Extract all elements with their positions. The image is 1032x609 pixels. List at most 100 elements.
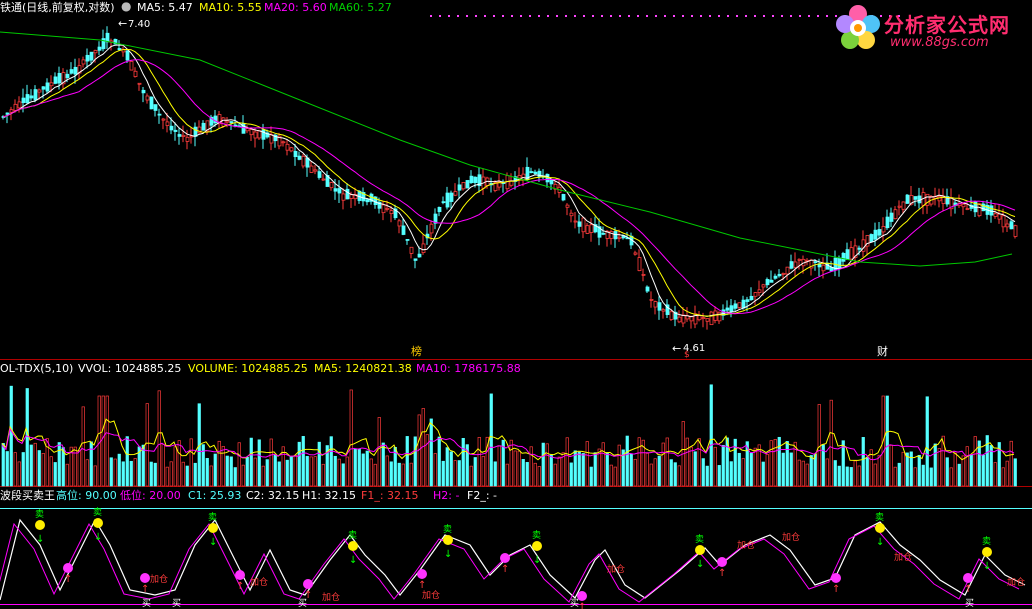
candle-body	[433, 213, 438, 224]
event-marker-dollar[interactable]: $	[684, 350, 690, 360]
volume-bar	[213, 453, 217, 487]
volume-bar	[673, 462, 677, 487]
marker-dot	[898, 15, 900, 17]
volume-bar	[917, 454, 921, 487]
volume-bar	[865, 457, 869, 487]
volume-bar	[153, 462, 157, 487]
volume-bar	[457, 460, 461, 487]
marker-dot	[628, 15, 630, 17]
volume-bar	[257, 439, 261, 487]
volume-bar	[833, 460, 837, 487]
volume-bar	[385, 455, 389, 487]
candle-body	[73, 66, 78, 75]
sell-label: 卖	[532, 530, 541, 541]
volume-bar	[93, 465, 97, 487]
volume-bar	[597, 448, 601, 487]
candle-body	[93, 50, 98, 54]
volume-bar	[853, 460, 857, 487]
candle-body	[657, 302, 662, 311]
volume-bar	[485, 436, 489, 487]
volume-bar	[425, 434, 429, 487]
site-logo[interactable]: 分析家公式网 www.88gs.com	[832, 2, 1032, 54]
candle-body	[677, 316, 682, 323]
volume-bar	[745, 441, 749, 487]
candle-body	[729, 305, 734, 313]
flower-logo-icon	[836, 5, 880, 49]
volume-bar	[297, 441, 301, 487]
volume-bar	[381, 442, 385, 487]
volume-bar	[233, 467, 237, 487]
volume-bar	[789, 452, 793, 487]
volume-bar	[481, 456, 485, 487]
sell-signal-dot	[695, 545, 705, 555]
add-position-label: 加仓	[782, 531, 800, 543]
volume-bar	[537, 466, 541, 487]
volume-bar	[593, 452, 597, 487]
candle-body	[989, 205, 994, 216]
candle-body	[141, 89, 146, 94]
candle-body	[993, 213, 998, 217]
candle-body	[889, 212, 894, 222]
volume-bar	[633, 458, 637, 487]
marker-dot	[502, 15, 504, 17]
event-marker-bang[interactable]: 榜	[411, 345, 422, 358]
sell-arrow-icon: ↓	[209, 537, 217, 548]
candle-body	[249, 129, 254, 136]
candle-body	[385, 208, 390, 210]
marker-dot	[529, 15, 531, 17]
volume-bar	[705, 465, 709, 487]
volume-bar	[497, 445, 501, 487]
volume-bar	[829, 399, 833, 487]
candle-body	[997, 213, 1002, 220]
ma60-line	[0, 31, 1013, 267]
marker-dot	[709, 15, 711, 17]
volume-bar	[517, 450, 521, 487]
volume-bar	[749, 452, 753, 487]
volume-ma5-readout: MA5: 1240821.38	[314, 362, 412, 375]
volume-bar	[285, 459, 289, 487]
candle-body	[701, 317, 706, 319]
marker-dot	[475, 15, 477, 17]
volume-bar	[325, 445, 329, 487]
candle-body	[421, 243, 426, 253]
candle-body	[589, 224, 594, 233]
candle-body	[105, 32, 110, 43]
volume-bar	[877, 454, 881, 487]
candle-body	[545, 173, 550, 183]
signal-indicator-name: 波段买卖王	[0, 489, 55, 502]
buy-signal-dot	[417, 569, 427, 579]
sell-arrow-icon: ↓	[696, 559, 704, 570]
candle-body	[697, 315, 702, 321]
high-price-label: 7.40	[128, 19, 151, 30]
candle-body	[473, 176, 478, 183]
volume-bar	[433, 453, 437, 487]
volume-bar	[57, 442, 61, 487]
volume-bar	[145, 403, 149, 487]
volume-bar	[521, 459, 525, 487]
candle-body	[613, 231, 618, 240]
volume-bar	[525, 462, 529, 487]
volume-bar	[513, 450, 517, 487]
volume-bar	[901, 451, 905, 487]
ma20-line	[2, 59, 1016, 315]
volume-bar	[469, 465, 473, 487]
settings-circle-icon[interactable]: ●	[121, 0, 132, 13]
candle-body	[321, 178, 326, 181]
buy-signal-dot	[577, 591, 587, 601]
volume-bar	[921, 464, 925, 487]
marker-dot	[772, 15, 774, 17]
candle-body	[345, 188, 350, 200]
candle-body	[269, 133, 274, 144]
volume-bar	[249, 437, 253, 487]
event-marker-cai[interactable]: 财	[877, 345, 888, 358]
buy-signal-dot	[831, 573, 841, 583]
high-price-arrow-icon: ←	[118, 17, 128, 30]
volume-bar	[369, 458, 373, 487]
candle-body	[457, 184, 462, 191]
volume-bar	[29, 444, 33, 487]
oscillator-line	[0, 518, 1026, 601]
candle-body	[225, 120, 230, 123]
candle-body	[817, 264, 822, 268]
candle-body	[897, 205, 902, 208]
